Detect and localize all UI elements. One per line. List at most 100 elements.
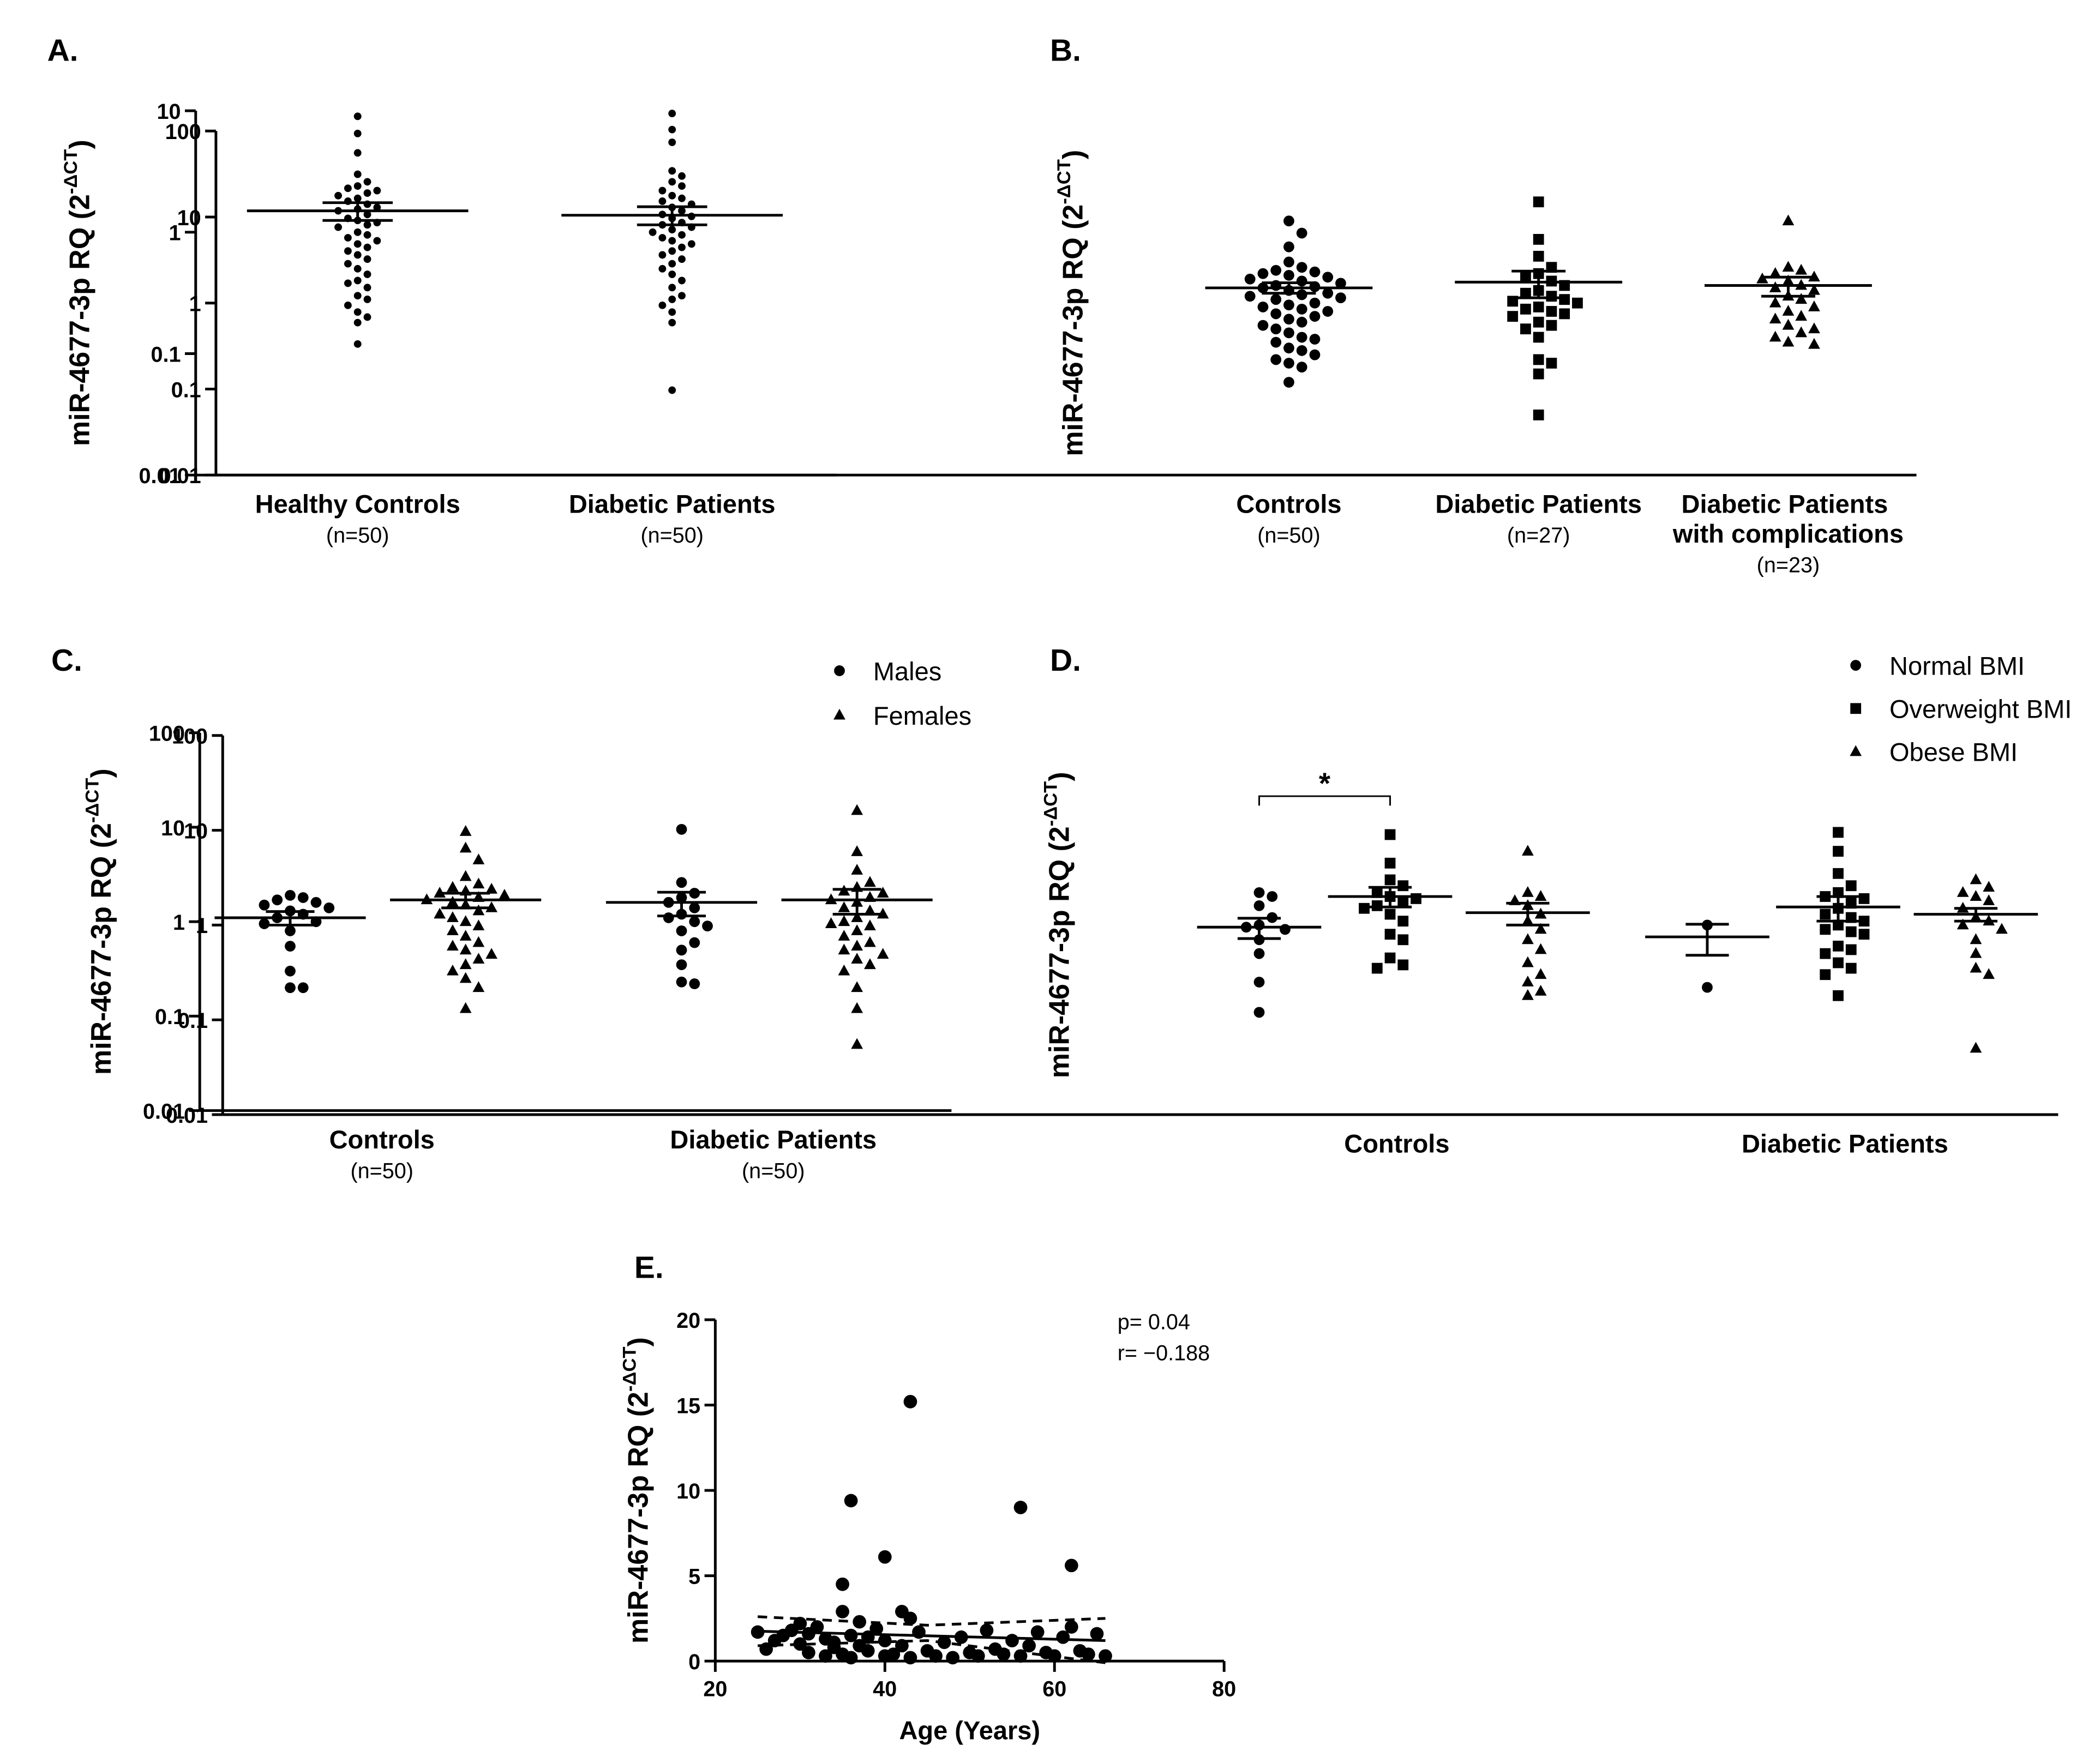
data-point — [689, 902, 700, 913]
x-category-label: Controls — [1236, 489, 1341, 518]
y-tick-label: 0.01 — [159, 464, 201, 488]
data-point — [668, 110, 676, 118]
data-point — [1533, 332, 1544, 343]
data-point — [851, 940, 863, 951]
data-point — [363, 189, 371, 197]
data-point — [1820, 908, 1831, 920]
data-point — [1384, 952, 1396, 964]
y-axis-label-end: ) — [1044, 772, 1076, 781]
y-tick-label: 0.01 — [143, 1099, 185, 1123]
y-tick-label: 10 — [676, 1479, 700, 1503]
data-point — [1005, 1634, 1019, 1647]
data-point — [676, 959, 687, 971]
data-point — [459, 841, 472, 853]
x-category-label: Controls — [1344, 1129, 1449, 1158]
x-tick-label: 80 — [1212, 1677, 1236, 1701]
significance-label: * — [1319, 767, 1331, 800]
data-point — [1064, 1559, 1078, 1573]
data-point — [1546, 291, 1557, 302]
data-point — [929, 1649, 943, 1663]
data-point — [472, 981, 485, 992]
data-point — [851, 804, 863, 815]
data-point — [676, 877, 687, 888]
data-point — [285, 941, 296, 952]
data-point — [844, 1628, 858, 1642]
data-point — [980, 1623, 994, 1638]
legend-label: Females — [873, 701, 971, 730]
y-tick-label: 0.1 — [151, 342, 181, 366]
data-point — [668, 386, 676, 394]
data-point — [1397, 916, 1409, 927]
data-point — [1309, 334, 1321, 345]
data-point — [1296, 332, 1307, 343]
data-point — [1322, 287, 1334, 299]
data-point — [844, 1494, 858, 1508]
x-category-note: (n=50) — [350, 1159, 413, 1183]
data-point — [1520, 287, 1531, 299]
data-point — [903, 1651, 917, 1665]
data-point — [838, 901, 850, 912]
data-point — [1820, 969, 1831, 980]
x-category-label: Diabetic Patients with complications — [1672, 489, 1904, 547]
data-point — [1559, 294, 1570, 305]
data-point — [869, 1622, 884, 1635]
data-point — [472, 904, 485, 916]
data-point — [877, 907, 889, 919]
y-axis-label-sup: -ΔCT — [1040, 781, 1061, 827]
data-point — [1534, 943, 1547, 954]
data-point — [1335, 278, 1346, 289]
data-point — [1359, 902, 1370, 914]
data-point — [363, 255, 371, 263]
data-point — [851, 911, 863, 922]
data-point — [668, 247, 676, 255]
data-point — [864, 958, 876, 970]
y-tick-label: 1 — [173, 911, 185, 935]
data-point — [1296, 289, 1307, 300]
data-point — [1534, 968, 1547, 979]
data-point — [668, 237, 676, 245]
legend-marker — [834, 665, 845, 676]
data-point — [1808, 284, 1820, 295]
data-point — [678, 194, 686, 202]
data-point — [687, 240, 695, 248]
data-point — [1082, 1647, 1095, 1661]
stat-annotation: p= 0.04 — [1118, 1310, 1190, 1334]
data-point — [668, 308, 676, 316]
data-point — [459, 915, 472, 926]
data-point — [1270, 323, 1282, 335]
data-point — [459, 1002, 472, 1013]
data-point — [1534, 890, 1547, 901]
significance-bracket — [1258, 795, 1391, 806]
data-point — [1983, 968, 1995, 979]
data-point — [1090, 1627, 1104, 1641]
data-point — [363, 284, 371, 292]
data-point — [878, 1634, 892, 1647]
data-point — [434, 887, 446, 898]
data-point — [864, 904, 876, 916]
data-point — [310, 896, 322, 908]
data-point — [1782, 305, 1795, 316]
data-point — [864, 919, 876, 931]
data-point — [285, 982, 296, 994]
data-point — [472, 936, 485, 947]
data-point — [1957, 886, 1969, 897]
data-point — [1782, 214, 1795, 226]
data-point — [1534, 923, 1547, 934]
data-point — [1546, 306, 1557, 317]
x-category-note: (n=50) — [1257, 524, 1321, 547]
data-point — [836, 1604, 849, 1618]
data-point — [1022, 1639, 1036, 1653]
data-point — [1283, 241, 1294, 252]
data-point — [1309, 297, 1321, 309]
data-point — [1820, 948, 1831, 959]
data-point — [259, 918, 270, 929]
data-point — [678, 276, 686, 285]
data-point — [1820, 924, 1831, 935]
data-point — [1283, 299, 1294, 311]
data-point — [1983, 881, 1995, 892]
data-point — [1283, 256, 1294, 268]
data-point — [1522, 845, 1534, 856]
data-point — [1296, 362, 1307, 373]
data-point — [1397, 895, 1409, 906]
data-point — [668, 167, 676, 175]
